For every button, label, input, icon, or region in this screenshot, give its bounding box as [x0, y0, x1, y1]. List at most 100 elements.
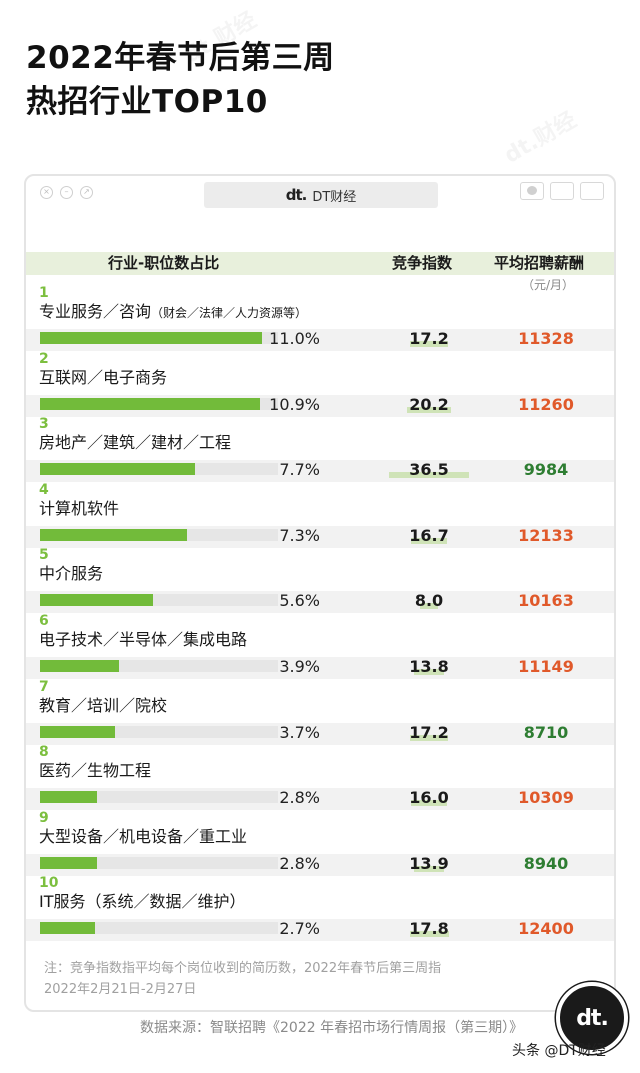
- industry-label: 教育／培训／院校: [39, 695, 168, 715]
- industry-label: 中介服务: [39, 564, 104, 584]
- industry-note: （财会／法律／人力资源等）: [151, 306, 308, 320]
- competition-bar: [413, 865, 445, 872]
- share-icon: [550, 182, 574, 200]
- share-label: 3.9%: [279, 657, 320, 676]
- rank-number: 7: [39, 678, 49, 695]
- share-label: 3.7%: [279, 722, 320, 742]
- industry-name: 计算机软件: [39, 498, 119, 521]
- table-row: 5 中介服务 5.6% 8.0 10163: [26, 547, 614, 614]
- rank-number: 2: [39, 350, 49, 367]
- industry-label: 计算机软件: [39, 498, 120, 518]
- rank-number: 8: [39, 744, 49, 761]
- table-row: 7 教育／培训／院校 3.7% 17.2 8710: [26, 679, 614, 745]
- industry-label: 电子技术／半导体／集成电路: [39, 630, 248, 649]
- industry-label: 大型设备／机电设备／重工业: [39, 826, 248, 846]
- column-header-competition: 竞争指数: [392, 254, 453, 272]
- competition-value: 20.2: [409, 394, 449, 414]
- footnote-line-1: 注：竞争指数指平均每个岗位收到的简历数，2022年春节后第三周指: [44, 961, 442, 976]
- share-bar: [40, 463, 196, 476]
- table-header: [26, 252, 614, 275]
- salary-value: 8940: [523, 853, 569, 873]
- share-bar: [40, 791, 97, 804]
- competition-value: 13.9: [409, 853, 449, 873]
- competition-value: 16.0: [409, 788, 449, 808]
- table-row: 2 互联网／电子商务 10.9% 20.2 11260: [26, 351, 614, 417]
- page-title: 2022年春节后第三周 热招行业TOP10: [26, 36, 335, 124]
- competition-bar: [420, 603, 438, 610]
- industry-name: 电子技术／半导体／集成电路: [39, 629, 247, 652]
- table-row: 8 医药／生物工程 2.8% 16.0 10309: [26, 744, 614, 811]
- salary-value: 9984: [523, 460, 569, 480]
- salary-value: 8710: [523, 722, 569, 742]
- salary-value: 12400: [518, 919, 574, 939]
- share-bar-track: [40, 594, 278, 607]
- industry-name: 教育／培训／院校: [39, 695, 167, 718]
- share-bar-track: [40, 528, 278, 541]
- share-bar-track: [40, 397, 278, 410]
- table-row: 10 IT服务（系统／数据／维护） 2.7% 17.8 12400: [26, 875, 614, 942]
- competition-value: 16.7: [409, 525, 449, 545]
- rank-number: 9: [39, 809, 49, 826]
- industry-label: 专业服务／咨询: [39, 302, 152, 321]
- competition-bar: [389, 472, 469, 479]
- rank-number: 6: [39, 613, 49, 629]
- minimize-icon: –: [60, 186, 73, 199]
- salary-value: 11328: [518, 329, 574, 348]
- share-label: 2.7%: [279, 919, 320, 939]
- table-row: 6 电子技术／半导体／集成电路 3.9% 13.8 11149: [26, 613, 614, 679]
- share-bar: [40, 397, 260, 410]
- salary-value: 11149: [518, 657, 574, 676]
- table-row: 1 专业服务／咨询（财会／法律／人力资源等） 11.0% 17.2 11328: [26, 285, 614, 351]
- footnote-line-2: 2022年2月21日-2月27日: [44, 982, 197, 997]
- salary-value: 10309: [518, 788, 574, 808]
- competition-bar: [406, 406, 452, 413]
- share-bar: [40, 528, 188, 541]
- salary-value: 10163: [518, 591, 574, 611]
- competition-bar: [410, 341, 448, 347]
- dt-badge-logo: dt.: [556, 982, 628, 1054]
- competition-value: 13.8: [409, 657, 449, 676]
- share-bar-track: [40, 463, 278, 476]
- watermark: dt.财经: [497, 102, 581, 169]
- footnote: 注：竞争指数指平均每个岗位收到的简历数，2022年春节后第三周指 2022年2月…: [44, 958, 441, 1000]
- competition-bar: [410, 734, 448, 741]
- industry-name: IT服务（系统／数据／维护）: [39, 891, 246, 914]
- title-line-2: 热招行业TOP10: [26, 84, 268, 120]
- industry-name: 大型设备／机电设备／重工业: [39, 826, 247, 849]
- competition-bar: [409, 931, 449, 938]
- column-header-industry: 行业-职位数占比: [108, 254, 220, 272]
- salary-value: 11260: [518, 394, 574, 414]
- share-bar: [40, 332, 262, 344]
- record-icon: [520, 182, 544, 200]
- share-label: 7.3%: [279, 525, 320, 545]
- competition-value: 36.5: [409, 460, 449, 480]
- salary-value: 12133: [518, 525, 574, 545]
- competition-bar: [413, 669, 445, 675]
- share-bar: [40, 594, 153, 607]
- competition-value: 8.0: [414, 591, 444, 611]
- table-row: 4 计算机软件 7.3% 16.7 12133: [26, 482, 614, 548]
- competition-bar: [411, 800, 447, 807]
- share-label: 11.0%: [269, 329, 320, 348]
- share-label: 2.8%: [279, 853, 320, 873]
- share-bar: [40, 856, 97, 869]
- salary-unit: （元/月）: [522, 278, 575, 292]
- rank-number: 10: [39, 875, 59, 892]
- industry-label: 互联网／电子商务: [39, 367, 168, 387]
- competition-value: 17.2: [409, 722, 449, 742]
- industry-name: 医药／生物工程: [39, 760, 151, 783]
- share-bar-track: [40, 922, 278, 935]
- share-bar-track: [40, 856, 278, 869]
- author-handle: 头条 @DT财经: [512, 1043, 606, 1059]
- share-bar-track: [40, 725, 278, 738]
- data-source: 数据来源：智联招聘《2022 年春招市场行情周报（第三期）》: [140, 1020, 524, 1036]
- windows-icon: [580, 182, 604, 200]
- title-line-1: 2022年春节后第三周: [26, 40, 335, 76]
- rank-number: 5: [39, 547, 49, 564]
- industry-name: 互联网／电子商务: [39, 367, 167, 390]
- share-bar-track: [40, 791, 278, 804]
- share-bar: [40, 725, 115, 738]
- share-bar-track: [40, 332, 278, 344]
- maximize-icon: ↗: [80, 186, 93, 199]
- rank-number: 4: [39, 481, 49, 498]
